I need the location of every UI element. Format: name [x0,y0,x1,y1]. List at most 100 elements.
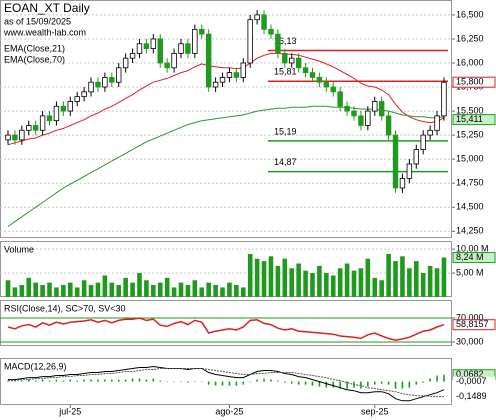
candle-body [240,62,246,78]
histogram-bar [34,380,37,382]
volume-bar [240,287,246,297]
volume-bar [247,253,253,297]
candle-body [60,105,67,112]
macd-line [8,365,445,402]
candle-body [282,52,288,64]
candle-body [275,33,281,54]
histogram-bar [27,379,30,382]
candle-body [378,101,385,117]
value-tag [453,376,495,387]
value-tag [453,391,495,402]
candle-body [295,57,302,69]
candle-body [102,77,108,88]
histogram-bar [194,381,196,383]
y-tick-label: 5,00 M [456,267,484,277]
y-tick-label: 70,000 [456,312,484,322]
histogram-bar [166,381,168,383]
histogram-bar [332,381,335,388]
histogram-bar [346,381,348,389]
ema-line [7,105,445,227]
candle-body [136,43,143,54]
y-tick-label: 14,250 [456,226,484,236]
candle-body [109,77,115,83]
x-tick-label: sep-25 [361,406,389,416]
volume-bar [19,285,25,297]
volume-bar [157,282,163,297]
volume-bar [81,280,87,297]
y-tick-label: 14,750 [456,178,484,188]
candle-body [365,110,371,126]
panel-frame [0,0,452,238]
histogram-bar [48,380,51,382]
histogram-bar [290,381,293,384]
candle-body [233,72,240,78]
candle-body [289,57,295,64]
histogram-bar [339,381,341,389]
candle-body [81,91,87,98]
histogram-bar [90,379,92,382]
candle-body [178,43,184,54]
volume-bar [420,273,426,297]
histogram-bar [214,381,217,386]
candle-body [171,52,177,69]
volume-bar [12,287,18,297]
candle-body [261,14,267,30]
y-tick-label: 30,000 [456,336,484,346]
volume-bar [330,275,336,297]
histogram-bar [41,379,44,382]
candle-body [372,101,378,112]
histogram-bar [207,381,210,385]
candle-body [337,91,343,107]
histogram-bar [249,381,251,383]
volume-bar [427,265,433,297]
candle-body [12,134,18,141]
histogram-bar [221,381,224,386]
histogram-bar [422,381,424,383]
histogram-bar [145,379,148,382]
panel-title: RSI(Close,14), SC>70, SV<30 [4,303,126,313]
volume-bar [67,282,73,297]
y-tick-label: 16,500 [456,9,484,19]
histogram-bar [367,381,369,387]
histogram-bar [373,381,376,385]
candle-body [53,105,60,122]
candle-body [192,28,198,54]
volume-bar [130,282,135,297]
volume-bar [123,277,128,297]
candle-body [268,28,274,35]
histogram-bar [187,381,189,383]
volume-bar [317,265,322,297]
candle-body [344,105,350,112]
volume-bar [151,285,156,297]
volume-bar [164,277,170,297]
candle-body [19,129,25,141]
level-label: 15,81 [274,67,297,77]
x-tick-label: jul-25 [58,406,81,416]
volume-bar [206,282,211,297]
candle-body [309,72,316,78]
histogram-bar [297,381,300,385]
volume-bar [407,268,412,297]
volume-bar [234,285,239,297]
candle-body [434,115,440,131]
panel-frame [0,358,452,405]
candle-body [5,134,11,141]
candle-body [32,125,39,131]
legend-label: EMA(Close,70) [4,54,65,64]
candle-body [302,67,309,74]
panel-frame [0,241,452,297]
value-tag [452,319,496,331]
volume-bar [310,273,315,297]
ema-line [7,52,445,146]
histogram-bar [436,375,438,382]
candle-body [392,134,399,189]
volume-bar [54,287,59,297]
histogram-bar [429,378,431,382]
volume-bar [351,270,357,297]
candle-body [39,115,46,131]
volume-bar [199,287,205,297]
y-tick-label: 15,250 [456,129,484,139]
x-tick-label: ago-25 [215,406,243,416]
candle-body [205,33,212,88]
volume-bar [282,258,288,297]
